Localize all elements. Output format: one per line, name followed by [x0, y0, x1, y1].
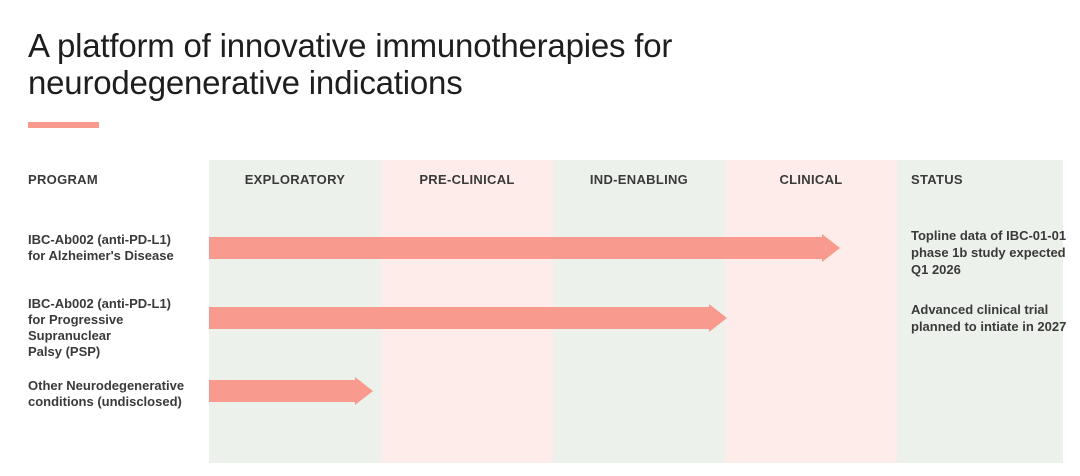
pipeline-arrow-row3	[209, 377, 373, 405]
program-label-row2: IBC-Ab002 (anti-PD-L1) for Progressive S…	[28, 296, 208, 360]
program-label-row2-line3: Palsy (PSP)	[28, 344, 101, 359]
arrow-head-icon	[709, 304, 727, 332]
status-text-row2: Advanced clinical trial planned to intia…	[911, 301, 1069, 335]
page-title-line1: A platform of innovative immunotherapies…	[28, 27, 673, 64]
page-title: A platform of innovative immunotherapies…	[28, 27, 672, 101]
column-header-preclinical: PRE-CLINICAL	[419, 172, 515, 187]
program-label-row2-line2: for Progressive Supranuclear	[28, 312, 124, 343]
status-text-row1: Topline data of IBC-01-01 phase 1b study…	[911, 227, 1069, 278]
column-bg-status	[897, 160, 1063, 463]
page-title-line2: neurodegenerative indications	[28, 64, 463, 101]
column-header-status: STATUS	[911, 172, 963, 187]
arrow-bar	[209, 380, 355, 402]
program-label-row3: Other Neurodegenerative conditions (undi…	[28, 378, 208, 410]
column-header-indenabling: IND-ENABLING	[589, 172, 689, 187]
status-row1-line1: Topline data of IBC-01-01	[911, 228, 1067, 243]
program-label-row3-line1: Other Neurodegenerative	[28, 378, 185, 393]
title-accent-underline	[28, 122, 99, 128]
arrow-bar	[209, 237, 822, 259]
status-row2-line1: Advanced clinical trial	[911, 302, 1049, 317]
arrow-head-icon	[822, 234, 840, 262]
arrow-bar	[209, 307, 709, 329]
pipeline-arrow-row1	[209, 234, 840, 262]
program-label-row1: IBC-Ab002 (anti-PD-L1) for Alzheimer's D…	[28, 232, 208, 264]
pipeline-arrow-row2	[209, 304, 727, 332]
status-row2-line2: planned to intiate in 2027	[911, 319, 1067, 334]
column-header-clinical: CLINICAL	[779, 172, 843, 187]
status-row1-line2: phase 1b study expected	[911, 245, 1066, 260]
status-row1-line3: Q1 2026	[911, 262, 961, 277]
program-label-row1-line1: IBC-Ab002 (anti-PD-L1)	[28, 232, 172, 247]
program-label-row3-line2: conditions (undisclosed)	[28, 394, 182, 409]
column-header-exploratory: EXPLORATORY	[244, 172, 346, 187]
program-label-row2-line1: IBC-Ab002 (anti-PD-L1)	[28, 296, 172, 311]
column-bg-clinical	[725, 160, 897, 463]
column-header-program: PROGRAM	[28, 172, 98, 187]
program-label-row1-line2: for Alzheimer's Disease	[28, 248, 174, 263]
arrow-head-icon	[355, 377, 373, 405]
